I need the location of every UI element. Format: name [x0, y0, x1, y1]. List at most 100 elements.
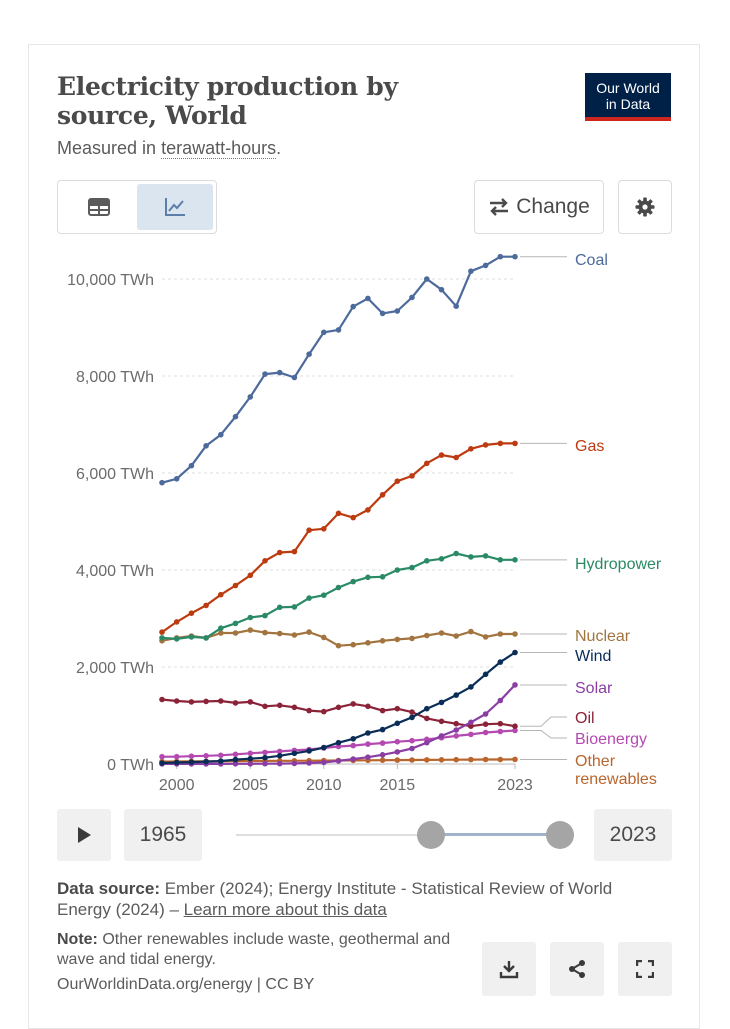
data-point-coal[interactable] [424, 276, 430, 282]
data-point-coal[interactable] [173, 476, 180, 482]
series-label-oil[interactable]: Oil [575, 710, 595, 727]
data-point-wind[interactable] [188, 759, 195, 765]
data-point-gas[interactable] [247, 572, 254, 579]
data-point-solar[interactable] [512, 682, 518, 688]
data-point-gas[interactable] [262, 558, 268, 564]
series-label-nuclear[interactable]: Nuclear [575, 628, 631, 645]
data-point-nuclear[interactable] [379, 638, 386, 644]
data-point-wind[interactable] [321, 744, 327, 751]
data-point-coal[interactable] [438, 286, 445, 293]
data-point-bioenergy[interactable] [497, 728, 504, 735]
data-point-solar[interactable] [365, 754, 371, 760]
data-point-nuclear[interactable] [438, 630, 445, 636]
data-point-gas[interactable] [350, 514, 357, 521]
data-point-oil[interactable] [321, 708, 327, 715]
data-point-coal[interactable] [247, 394, 254, 400]
data-point-hydropower[interactable] [497, 557, 504, 563]
data-point-oil[interactable] [424, 715, 430, 722]
data-point-wind[interactable] [379, 726, 386, 733]
data-point-gas[interactable] [291, 548, 298, 555]
data-point-nuclear[interactable] [291, 632, 298, 638]
data-point-nuclear[interactable] [365, 640, 371, 646]
data-point-oil[interactable] [247, 699, 254, 705]
data-point-wind[interactable] [262, 754, 268, 761]
data-point-nuclear[interactable] [276, 630, 283, 637]
series-label-bioenergy[interactable]: Bioenergy [575, 731, 647, 748]
owid-logo[interactable]: Our World in Data [585, 73, 671, 121]
data-point-hydropower[interactable] [394, 567, 401, 573]
data-point-bioenergy[interactable] [409, 737, 415, 744]
data-point-coal[interactable] [262, 371, 268, 377]
data-point-bioenergy[interactable] [159, 753, 165, 760]
data-point-solar[interactable] [262, 760, 268, 767]
data-point-coal[interactable] [276, 369, 283, 376]
data-point-bioenergy[interactable] [218, 752, 224, 759]
data-point-hydropower[interactable] [276, 604, 283, 611]
data-point-bioenergy[interactable] [350, 742, 357, 749]
start-year-box[interactable]: 1965 [124, 809, 202, 861]
data-point-gas[interactable] [438, 452, 445, 458]
data-point-bioenergy[interactable] [379, 740, 386, 746]
data-point-coal[interactable] [512, 253, 518, 260]
data-point-hydropower[interactable] [512, 557, 518, 563]
data-point-coal[interactable] [453, 303, 460, 310]
data-point-wind[interactable] [203, 758, 209, 765]
data-point-gas[interactable] [306, 527, 312, 533]
data-point-oil[interactable] [379, 707, 386, 714]
data-point-nuclear[interactable] [512, 631, 518, 637]
data-point-wind[interactable] [247, 755, 254, 762]
series-line-gas[interactable] [161, 442, 515, 634]
data-point-solar[interactable] [306, 760, 312, 766]
data-point-gas[interactable] [188, 610, 195, 616]
data-point-hydropower[interactable] [365, 574, 371, 581]
chart-view-button[interactable] [137, 184, 213, 230]
data-point-wind[interactable] [482, 671, 489, 678]
data-point-hydropower[interactable] [350, 578, 357, 585]
data-point-nuclear[interactable] [424, 632, 430, 639]
data-point-hydropower[interactable] [173, 636, 180, 642]
data-point-hydropower[interactable] [291, 604, 298, 610]
series-label-wind[interactable]: Wind [575, 648, 611, 665]
play-button[interactable] [57, 809, 111, 861]
data-point-oil[interactable] [482, 721, 489, 727]
data-point-hydropower[interactable] [438, 556, 445, 562]
data-point-coal[interactable] [218, 431, 224, 438]
data-point-coal[interactable] [468, 268, 474, 275]
data-point-wind[interactable] [365, 730, 371, 736]
data-point-hydropower[interactable] [218, 625, 224, 631]
data-point-nuclear[interactable] [232, 630, 239, 636]
data-point-gas[interactable] [173, 619, 180, 625]
data-point-gas[interactable] [424, 460, 430, 467]
data-point-nuclear[interactable] [335, 642, 342, 649]
data-point-solar[interactable] [276, 760, 283, 767]
data-point-gas[interactable] [159, 629, 165, 635]
series-line-hydropower[interactable] [161, 552, 515, 641]
data-point-other_renewables[interactable] [409, 757, 415, 763]
data-point-oil[interactable] [365, 703, 371, 710]
data-point-coal[interactable] [394, 308, 401, 314]
data-point-coal[interactable] [188, 462, 195, 469]
data-point-hydropower[interactable] [453, 550, 460, 557]
data-point-other_renewables[interactable] [424, 757, 430, 763]
data-point-bioenergy[interactable] [173, 753, 180, 760]
data-point-wind[interactable] [232, 756, 239, 763]
series-label-other_renewables[interactable]: Other [575, 753, 616, 770]
data-point-other_renewables[interactable] [453, 756, 460, 763]
timeline-start-handle[interactable] [417, 821, 445, 849]
data-point-bioenergy[interactable] [203, 753, 209, 759]
data-point-oil[interactable] [306, 707, 312, 714]
data-point-bioenergy[interactable] [468, 731, 474, 738]
data-point-other_renewables[interactable] [482, 756, 489, 763]
data-point-oil[interactable] [512, 723, 518, 729]
data-point-nuclear[interactable] [468, 628, 474, 635]
data-point-bioenergy[interactable] [247, 750, 254, 757]
unit-definition-link[interactable]: terawatt-hours [161, 138, 277, 159]
data-point-solar[interactable] [232, 761, 239, 767]
data-point-nuclear[interactable] [306, 629, 312, 635]
data-point-bioenergy[interactable] [188, 753, 195, 759]
data-point-oil[interactable] [350, 701, 357, 707]
data-point-coal[interactable] [203, 443, 209, 449]
data-point-wind[interactable] [350, 736, 357, 742]
data-point-hydropower[interactable] [232, 620, 239, 627]
data-point-solar[interactable] [335, 758, 342, 764]
